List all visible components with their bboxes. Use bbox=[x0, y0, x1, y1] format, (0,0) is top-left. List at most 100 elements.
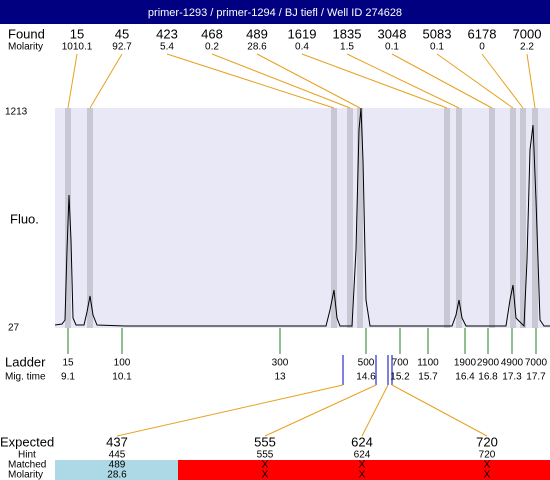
found-molarity: 0.2 bbox=[205, 42, 219, 53]
found-size: 6178 bbox=[468, 26, 497, 41]
ladder-size: 700 bbox=[392, 358, 409, 369]
expected-connector bbox=[391, 384, 488, 437]
found-connector bbox=[89, 53, 123, 109]
hint-label: Hint bbox=[18, 450, 36, 461]
axis-label: Fluo. bbox=[10, 211, 39, 226]
peak-band bbox=[331, 108, 337, 328]
matched-value: X bbox=[262, 460, 269, 471]
axis-top: 1213 bbox=[5, 107, 28, 118]
found-molarity: 2.2 bbox=[520, 42, 534, 53]
expected-connector bbox=[361, 384, 389, 437]
found-connector bbox=[526, 53, 536, 109]
ladder-size: 4900 bbox=[501, 358, 524, 369]
peak-band bbox=[87, 108, 93, 328]
ladder-time: 17.3 bbox=[502, 372, 522, 383]
found-molarity: 0.1 bbox=[385, 42, 399, 53]
plot-area bbox=[55, 108, 550, 328]
found-connector bbox=[256, 53, 361, 109]
axis-bottom: 27 bbox=[8, 323, 20, 334]
found-size: 3048 bbox=[378, 26, 407, 41]
peak-band bbox=[347, 108, 353, 328]
matched-value: 489 bbox=[109, 460, 126, 471]
found-connector bbox=[436, 53, 514, 109]
ladder-time: 10.1 bbox=[112, 372, 132, 383]
matched-bar bbox=[55, 460, 178, 480]
ladder-label: Ladder bbox=[5, 354, 46, 369]
found-size: 7000 bbox=[513, 26, 542, 41]
peak-band bbox=[357, 108, 363, 328]
ladder-time: 13 bbox=[274, 372, 286, 383]
found-molarity: 0 bbox=[479, 42, 485, 53]
ladder-time: 16.4 bbox=[455, 372, 475, 383]
expected-value: 624 bbox=[351, 434, 373, 449]
molarity-label: Molarity bbox=[8, 42, 43, 53]
ladder-size: 100 bbox=[114, 358, 131, 369]
found-size: 1619 bbox=[288, 26, 317, 41]
found-connector bbox=[481, 53, 524, 109]
ladder-size: 500 bbox=[358, 358, 375, 369]
found-molarity: 5.4 bbox=[160, 42, 174, 53]
peak-band bbox=[532, 108, 538, 328]
found-molarity: 1.5 bbox=[340, 42, 354, 53]
mig-time-label: Mig. time bbox=[5, 372, 46, 383]
ladder-size: 300 bbox=[272, 358, 289, 369]
ladder-time: 9.1 bbox=[61, 372, 75, 383]
matched-value: X bbox=[359, 460, 366, 471]
matched-molarity-label: Molarity bbox=[8, 470, 43, 480]
found-size: 1835 bbox=[333, 26, 362, 41]
ladder-time: 14.6 bbox=[356, 372, 376, 383]
matched-molarity: X bbox=[359, 470, 366, 480]
found-connector bbox=[346, 53, 460, 109]
found-connector bbox=[67, 53, 78, 109]
hint-value: 624 bbox=[354, 450, 371, 461]
ladder-time: 16.8 bbox=[478, 372, 498, 383]
expected-value: 720 bbox=[476, 434, 498, 449]
ladder-time: 15.7 bbox=[418, 372, 438, 383]
found-size: 489 bbox=[246, 26, 268, 41]
peak-band bbox=[510, 108, 516, 328]
found-label: Found bbox=[8, 26, 45, 41]
ladder-size: 2900 bbox=[477, 358, 500, 369]
expected-value: 555 bbox=[254, 434, 276, 449]
ladder-size: 7000 bbox=[525, 358, 548, 369]
matched-molarity: X bbox=[262, 470, 269, 480]
matched-value: X bbox=[484, 460, 491, 471]
matched-molarity: 28.6 bbox=[107, 470, 127, 480]
title-bar bbox=[0, 0, 550, 24]
expected-connector bbox=[264, 384, 377, 437]
found-connector bbox=[166, 53, 335, 109]
ladder-time: 15.2 bbox=[390, 372, 410, 383]
title: primer-1293 / primer-1294 / BJ tiefl / W… bbox=[148, 7, 402, 19]
hint-value: 720 bbox=[479, 450, 496, 461]
found-connector bbox=[211, 53, 351, 109]
found-molarity: 28.6 bbox=[247, 42, 267, 53]
found-molarity: 92.7 bbox=[112, 42, 132, 53]
peak-band bbox=[444, 108, 450, 328]
found-size: 5083 bbox=[423, 26, 452, 41]
matched-label: Matched bbox=[8, 460, 46, 471]
found-molarity: 0.4 bbox=[295, 42, 309, 53]
ladder-size: 1100 bbox=[417, 358, 439, 369]
found-size: 15 bbox=[70, 26, 84, 41]
hint-value: 445 bbox=[109, 450, 126, 461]
ladder-time: 17.7 bbox=[526, 372, 546, 383]
peak-band bbox=[456, 108, 462, 328]
peak-band bbox=[520, 108, 526, 328]
matched-molarity: X bbox=[484, 470, 491, 480]
found-size: 45 bbox=[115, 26, 129, 41]
unmatched-bar bbox=[178, 460, 550, 480]
found-connector bbox=[391, 53, 493, 109]
hint-value: 555 bbox=[257, 450, 274, 461]
found-size: 423 bbox=[156, 26, 178, 41]
expected-value: 437 bbox=[106, 434, 128, 449]
expected-label: Expected bbox=[0, 434, 54, 449]
expected-connector bbox=[116, 384, 344, 437]
found-molarity: 0.1 bbox=[430, 42, 444, 53]
ladder-size: 1900 bbox=[454, 358, 477, 369]
ladder-size: 15 bbox=[62, 358, 74, 369]
found-size: 468 bbox=[201, 26, 223, 41]
trace bbox=[54, 107, 550, 328]
found-molarity: 1010.1 bbox=[62, 42, 93, 53]
found-connector bbox=[301, 53, 448, 109]
